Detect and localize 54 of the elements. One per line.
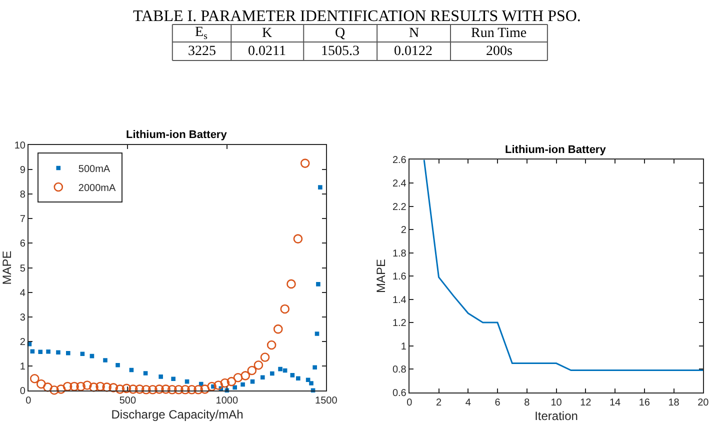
x-tick-label: 12 bbox=[580, 397, 592, 408]
category-label: E$_{s}$ bbox=[195, 25, 208, 42]
text: 3225 bbox=[188, 44, 216, 59]
text: 1505.3 bbox=[321, 44, 360, 59]
y-tick-label: 5 bbox=[20, 263, 26, 274]
x-tick-label: 10 bbox=[550, 397, 562, 408]
category-label: N bbox=[409, 26, 420, 41]
x-axis-title: Discharge Capacity/mAh bbox=[111, 407, 244, 422]
x-tick-label: 6 bbox=[494, 397, 501, 408]
x-tick-label: 1500 bbox=[315, 395, 338, 406]
legend-label: 500mA bbox=[78, 164, 110, 175]
y-tick-label: 2 bbox=[20, 336, 26, 348]
x-axis-title: Iteration bbox=[534, 409, 578, 424]
y-tick-label: 1.6 bbox=[392, 272, 407, 283]
x-tick-label: 16 bbox=[638, 397, 650, 408]
text: 0.0211 bbox=[248, 44, 286, 59]
chart-title: Lithium-ion Battery bbox=[126, 129, 228, 141]
y-tick-label: 7 bbox=[20, 214, 26, 226]
y-axis-title: MAPE bbox=[0, 250, 14, 285]
y-tick-label: 1 bbox=[400, 341, 407, 352]
text: TABLE I. PARAMETER IDENTIFICATION RESULTS WITH PSO. bbox=[133, 8, 581, 25]
category-label: Run Time bbox=[471, 26, 527, 41]
y-tick-label: 1.4 bbox=[392, 294, 407, 306]
x-tick-label: 14 bbox=[609, 397, 622, 408]
x-tick-label: 18 bbox=[668, 397, 680, 408]
y-tick-label: 10 bbox=[14, 140, 26, 152]
y-tick-label: 9 bbox=[20, 165, 26, 176]
category-label: Q bbox=[335, 26, 346, 41]
y-tick-label: 4 bbox=[20, 288, 26, 299]
x-tick-label: 8 bbox=[524, 397, 530, 408]
x-tick-label: 500 bbox=[119, 395, 136, 406]
x-tick-label: 2 bbox=[436, 397, 442, 408]
y-tick-label: 1.8 bbox=[392, 248, 407, 260]
y-tick-label: 3 bbox=[20, 312, 26, 324]
category-label: K bbox=[262, 26, 272, 41]
y-tick-label: 8 bbox=[20, 190, 26, 201]
legend-label: 2000mA bbox=[78, 182, 116, 194]
y-tick-label: 2.2 bbox=[392, 202, 407, 213]
x-tick-label: 4 bbox=[465, 397, 472, 408]
y-tick-label: 0.8 bbox=[392, 364, 407, 376]
x-tick-label: 1000 bbox=[216, 395, 238, 406]
y-tick-label: 0.6 bbox=[392, 388, 407, 399]
text: 0.0122 bbox=[394, 44, 432, 59]
y-tick-label: 2.4 bbox=[392, 178, 407, 190]
chart-title: Lithium-ion Battery bbox=[505, 144, 607, 156]
y-axis-title: MAPE bbox=[374, 259, 388, 294]
y-tick-label: 1 bbox=[20, 361, 26, 372]
x-tick-label: 20 bbox=[698, 397, 710, 408]
text: 200s bbox=[486, 44, 512, 59]
y-tick-label: 2 bbox=[400, 225, 407, 236]
y-tick-label: 6 bbox=[20, 238, 26, 250]
y-tick-label: 2.6 bbox=[392, 155, 407, 166]
y-tick-label: 1.2 bbox=[392, 318, 407, 330]
y-tick-label: 0 bbox=[20, 386, 26, 397]
